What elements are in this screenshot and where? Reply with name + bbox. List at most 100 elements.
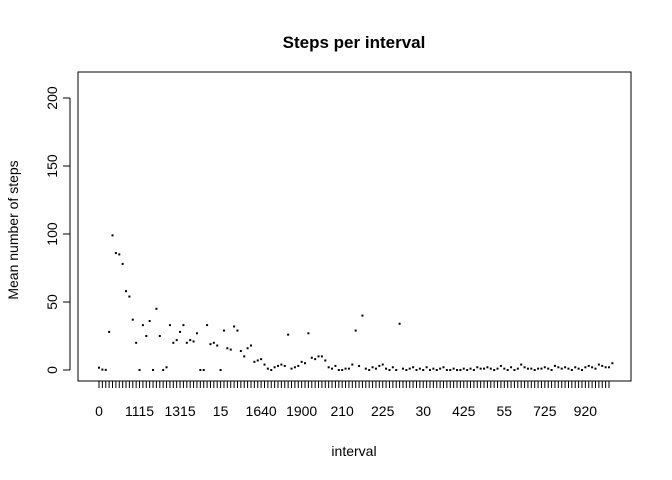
data-point	[226, 347, 229, 350]
data-point	[608, 366, 610, 369]
data-point	[334, 364, 337, 367]
data-point	[456, 369, 459, 371]
data-point	[260, 358, 263, 361]
x-tick-label: 1640	[246, 403, 277, 419]
data-point	[469, 367, 472, 370]
data-point	[344, 367, 347, 370]
data-point	[253, 360, 256, 363]
data-point	[168, 324, 171, 327]
data-point	[111, 234, 114, 237]
data-point	[351, 363, 354, 366]
data-point	[483, 367, 486, 370]
data-point	[557, 366, 560, 369]
y-tick-label: 150	[44, 154, 60, 178]
x-tick-label: 1115	[125, 403, 154, 419]
x-tick-label: 425	[452, 403, 476, 419]
data-point	[513, 369, 516, 371]
data-point	[449, 369, 452, 371]
data-point	[145, 335, 148, 337]
data-point	[108, 330, 111, 333]
data-point	[114, 252, 117, 255]
data-point	[229, 348, 232, 351]
x-tick-label: 210	[330, 403, 354, 419]
data-point	[155, 307, 158, 310]
data-point	[523, 366, 526, 369]
data-point	[310, 356, 313, 359]
y-axis-label: Mean number of steps	[5, 160, 21, 299]
data-point	[206, 324, 209, 327]
data-point	[263, 363, 266, 366]
data-point	[368, 369, 371, 371]
data-point	[202, 369, 205, 371]
data-point	[287, 333, 290, 336]
x-tick-label: 55	[497, 403, 513, 419]
data-point	[162, 369, 165, 371]
data-point	[428, 369, 431, 371]
data-point	[128, 295, 131, 298]
data-point	[256, 359, 259, 362]
x-tick-label: 725	[533, 403, 557, 419]
data-point	[564, 366, 567, 369]
data-point	[101, 368, 104, 371]
chart-title: Steps per interval	[283, 33, 426, 52]
data-point	[493, 369, 496, 371]
data-point	[408, 367, 411, 370]
data-point	[277, 364, 280, 367]
data-point	[293, 366, 296, 369]
data-point	[300, 360, 303, 363]
data-point	[574, 366, 577, 369]
data-point	[594, 367, 597, 370]
data-point	[439, 367, 442, 370]
data-point	[432, 367, 435, 370]
x-tick-label: 15	[213, 403, 229, 419]
data-point	[361, 314, 364, 317]
x-tick-label: 1315	[164, 403, 195, 419]
x-tick-label: 920	[574, 403, 598, 419]
data-point	[388, 369, 391, 371]
data-point	[503, 367, 506, 370]
data-point	[604, 366, 607, 369]
x-axis: 0 1115 1315 15 1640 1900 210 225 30 425 55 725 920	[95, 380, 610, 419]
data-point	[172, 341, 175, 344]
y-tick-label: 100	[44, 222, 60, 246]
y-tick-label: 50	[44, 294, 60, 310]
data-point	[138, 369, 141, 371]
data-point	[584, 366, 587, 369]
data-point	[239, 349, 242, 352]
data-point	[543, 366, 546, 369]
data-point	[580, 369, 583, 371]
data-point	[378, 364, 381, 367]
data-point	[233, 325, 236, 328]
data-point	[381, 363, 384, 366]
data-points	[98, 234, 614, 371]
data-point	[320, 355, 323, 358]
data-point	[395, 369, 398, 371]
data-point	[270, 369, 273, 371]
data-point	[192, 340, 195, 343]
data-point	[526, 367, 529, 370]
y-axis: 0 50 100 150 200	[44, 86, 71, 374]
data-point	[104, 368, 107, 371]
data-point	[472, 369, 475, 371]
x-axis-label: interval	[331, 443, 376, 459]
data-point	[358, 364, 361, 367]
data-point	[236, 329, 239, 332]
data-point	[577, 367, 580, 370]
data-point	[131, 318, 134, 321]
data-point	[418, 367, 421, 370]
data-point	[533, 369, 536, 371]
data-point	[297, 364, 300, 367]
data-point	[510, 366, 513, 369]
data-point	[216, 344, 219, 347]
data-point	[304, 362, 307, 365]
data-point	[182, 324, 185, 327]
data-point	[290, 367, 293, 370]
data-point	[459, 369, 462, 371]
data-point	[412, 366, 415, 369]
data-point	[280, 363, 283, 366]
data-point	[152, 369, 155, 371]
data-point	[219, 369, 222, 371]
data-point	[506, 369, 509, 371]
data-point	[307, 332, 310, 335]
data-point	[530, 367, 533, 370]
